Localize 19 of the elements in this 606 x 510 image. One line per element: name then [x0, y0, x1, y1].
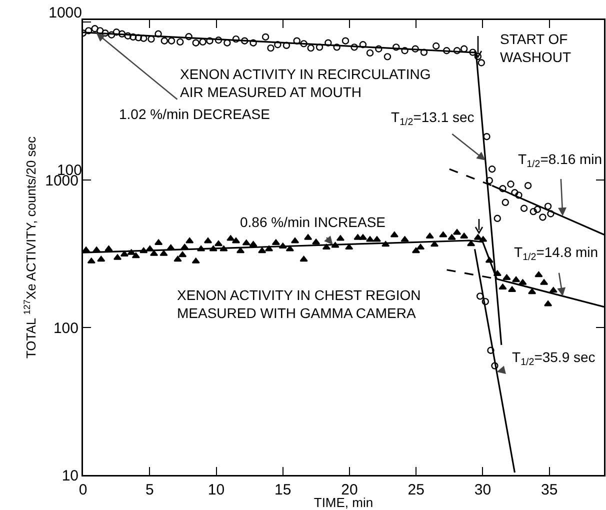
x-tick-label: 5	[145, 482, 154, 498]
annotation: 1.02 %/min DECREASE	[119, 106, 270, 122]
annotation: XENON ACTIVITY IN RECIRCULATING AIR MEASURED AT MOUTH	[180, 66, 431, 100]
annotation: T$_{1/2}$=14.8 min	[514, 244, 598, 263]
annotation: 0.86 %/min INCREASE	[240, 214, 386, 230]
annotation: T$_{1/2}$=35.9 sec	[512, 349, 596, 368]
x-tick-label: 0	[78, 482, 88, 498]
annotation: T$_{1/2}$=13.1 sec	[391, 109, 474, 128]
x-tick-label: 10	[208, 482, 225, 498]
annotation: T$_{1/2}$=8.16 min	[518, 151, 602, 170]
x-tick-label: 35	[541, 482, 558, 498]
annotation: START OF WASHOUT	[500, 31, 572, 66]
y-tick-label: 1000	[48, 4, 82, 22]
x-tick-label: 15	[274, 482, 292, 498]
x-tick-label: 25	[408, 482, 424, 498]
annotation: XENON ACTIVITY IN CHEST REGION MEASURED WITH GAMMA CAMERA	[177, 287, 421, 322]
y-tick-label: 10	[62, 467, 78, 484]
x-tick-label: 30	[474, 482, 492, 498]
y-tick-label: 100	[53, 320, 78, 337]
